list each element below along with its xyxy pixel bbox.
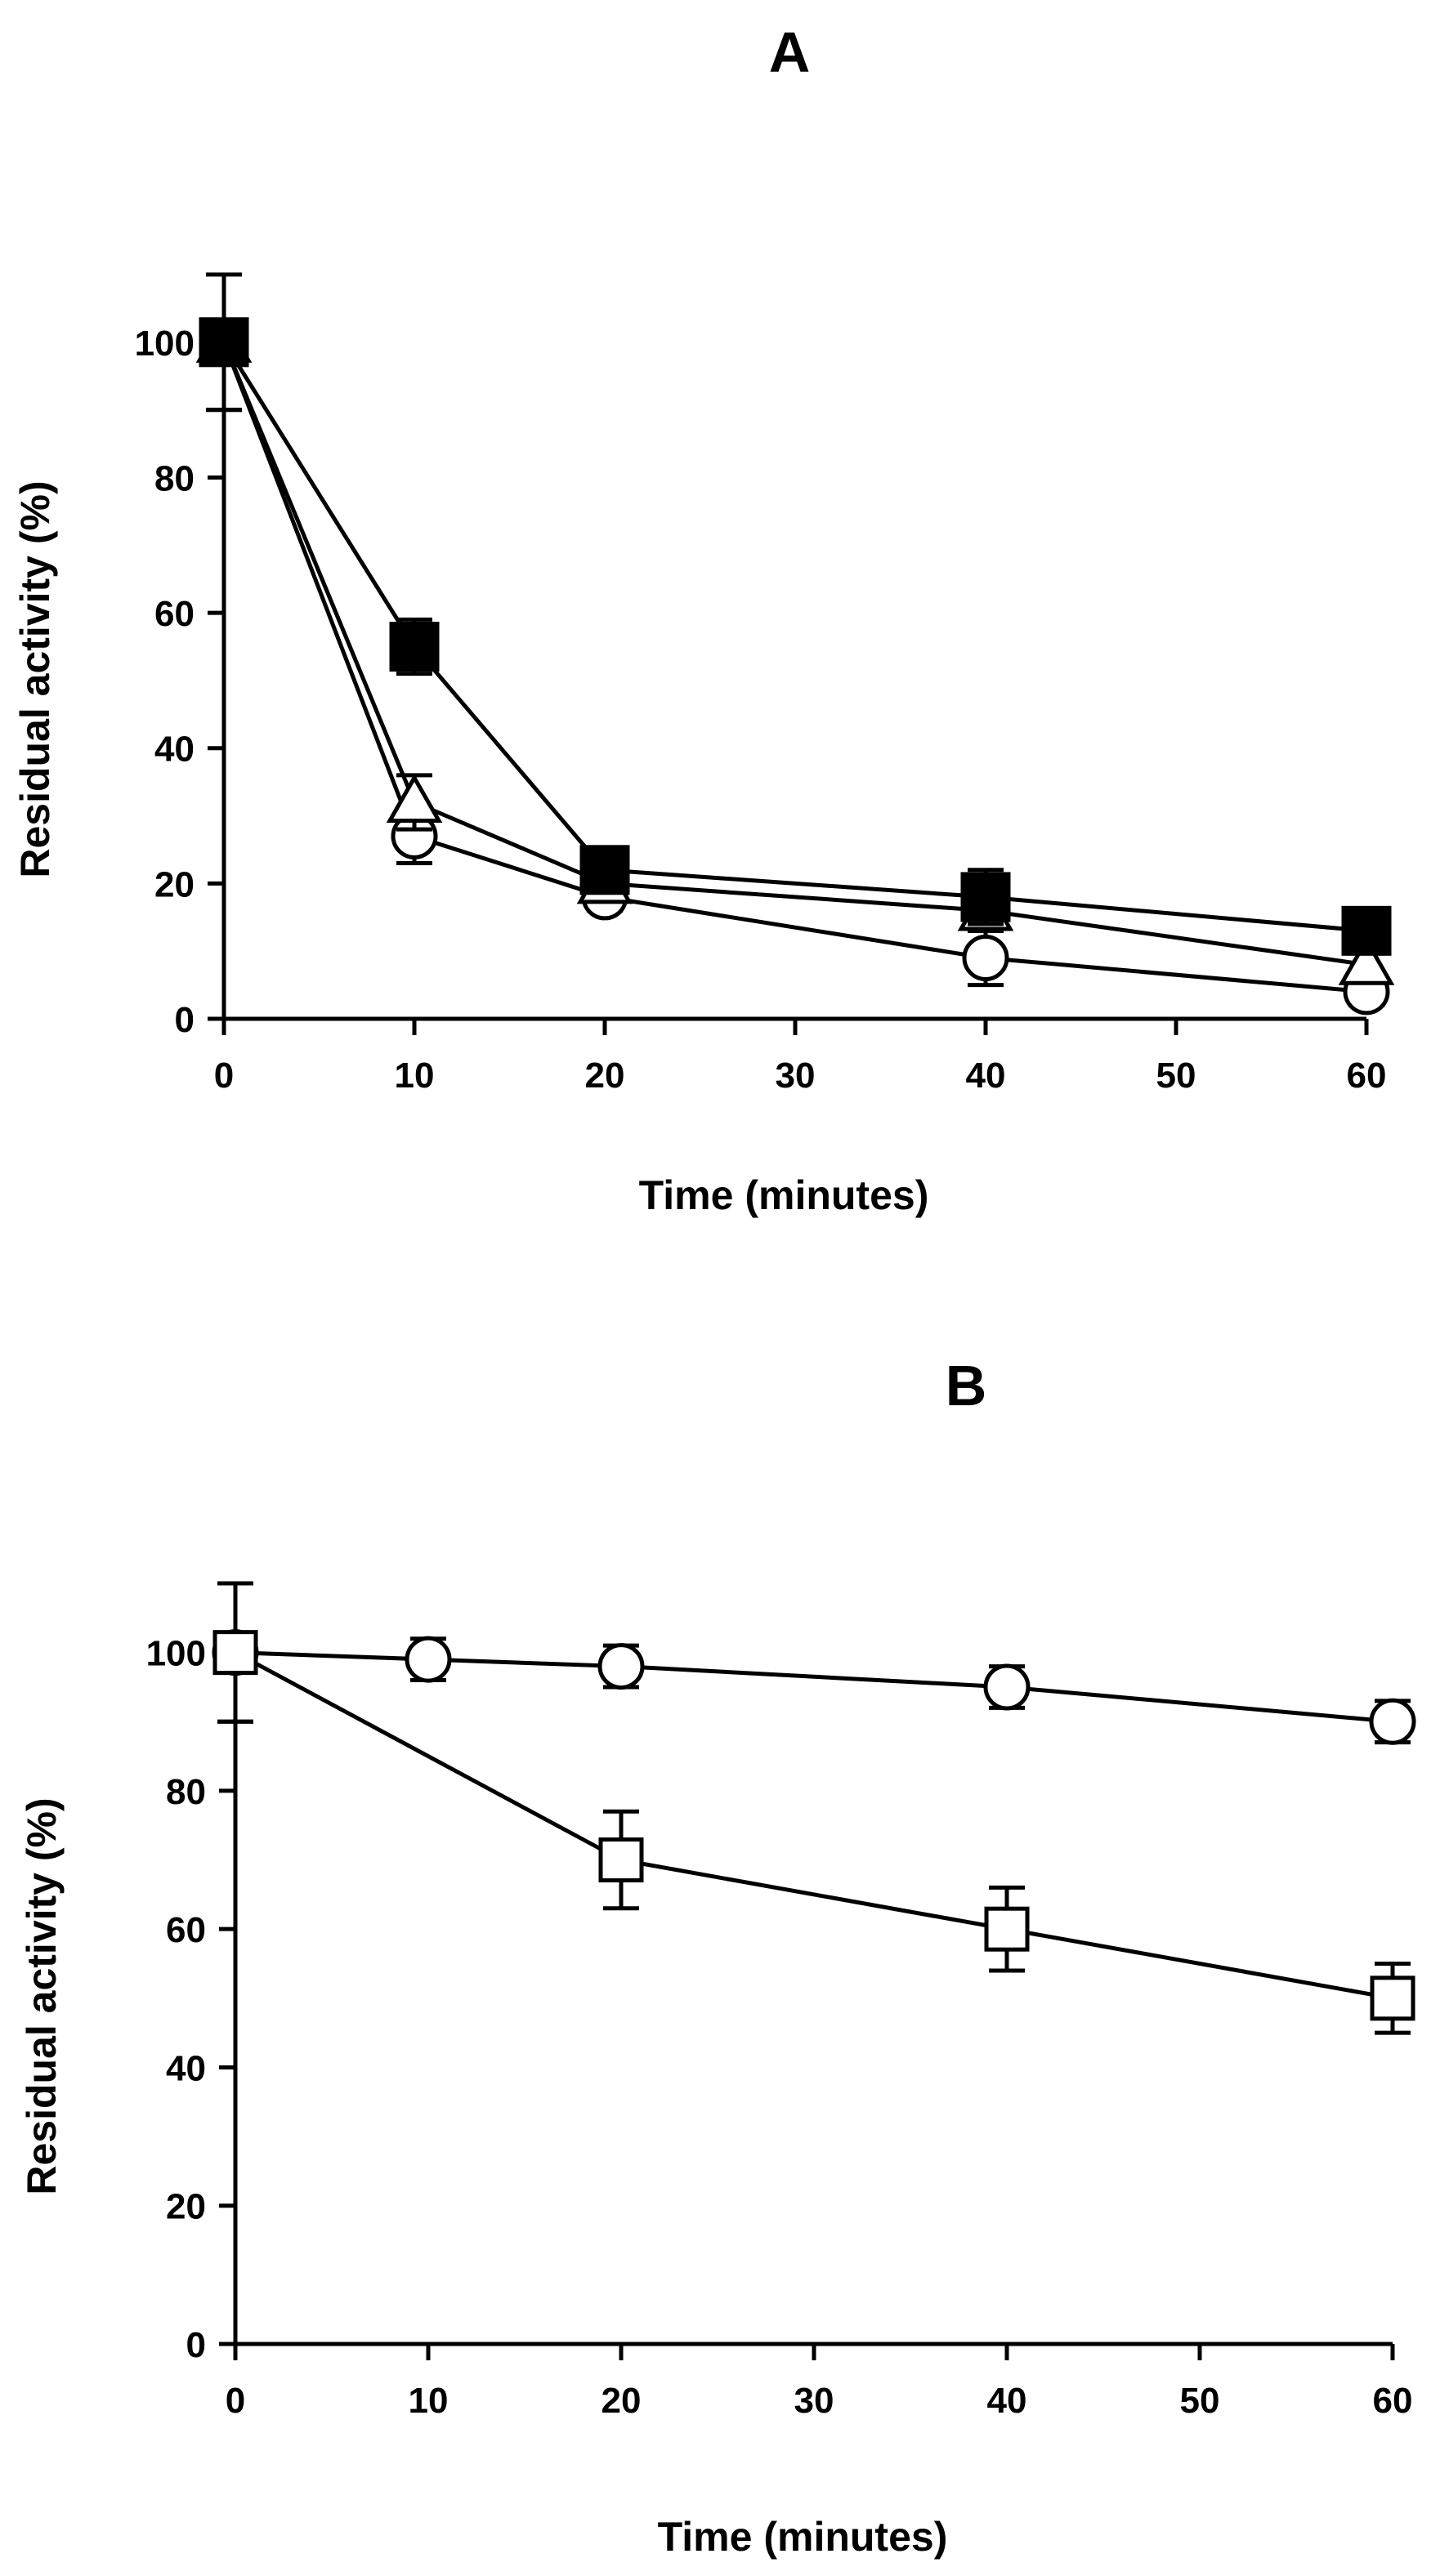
y-tick-label: 100 [135, 324, 195, 364]
y-tick-label: 60 [154, 594, 195, 634]
data-point [1369, 1698, 1416, 1745]
series-open-square [212, 1581, 1415, 2035]
data-point [983, 1663, 1031, 1711]
data-point [984, 1906, 1030, 1952]
x-tick-label: 0 [226, 2381, 245, 2421]
data-point [1370, 1976, 1415, 2021]
series-filled-square [199, 272, 1392, 956]
y-tick-label: 60 [166, 1910, 206, 1950]
panel-title: A [769, 20, 811, 84]
y-tick-label: 40 [154, 730, 195, 770]
x-axis-title: Time (minutes) [639, 1172, 929, 1218]
y-tick-label: 40 [166, 2048, 206, 2088]
y-tick-label: 80 [166, 1772, 206, 1812]
x-tick-label: 10 [409, 2381, 449, 2421]
data-point [597, 1643, 645, 1690]
y-axis-title: Residual activity (%) [12, 480, 58, 877]
x-tick-label: 50 [1156, 1056, 1196, 1096]
y-tick-label: 100 [146, 1634, 206, 1674]
y-tick-label: 20 [154, 864, 195, 904]
series-open-circle [200, 272, 1390, 1016]
data-point [405, 1636, 452, 1683]
data-point [1341, 905, 1392, 956]
series-line [234, 1650, 1393, 2001]
x-tick-label: 40 [966, 1056, 1006, 1096]
chart-panel-b: B 0 10 20 30 40 50 60 0 20 40 60 80 100 Time (minutes)… [19, 1354, 1416, 2560]
x-tick-label: 30 [794, 2381, 834, 2421]
x-tick-label: 0 [214, 1056, 234, 1096]
data-point [199, 317, 249, 368]
chart-panel-a: A 0 10 20 30 40 50 60 0 20 40 60 80 100 Time (minutes)… [12, 20, 1395, 1218]
x-tick-label: 20 [585, 1056, 625, 1096]
data-point [960, 872, 1011, 922]
y-tick-label: 80 [154, 458, 195, 498]
x-tick-label: 50 [1180, 2381, 1220, 2421]
x-tick-label: 10 [395, 1056, 435, 1096]
panel-title: B [946, 1354, 987, 1417]
x-tick-label: 60 [1347, 1056, 1387, 1096]
y-tick-label: 0 [175, 1000, 195, 1040]
data-point [212, 1630, 258, 1676]
data-point [579, 845, 630, 895]
y-tick-label: 0 [186, 2325, 206, 2365]
series-open-circle [212, 1581, 1416, 1745]
data-point [389, 622, 440, 672]
y-tick-label: 20 [166, 2187, 206, 2227]
x-tick-label: 20 [602, 2381, 642, 2421]
series-open-triangle [195, 272, 1395, 985]
data-point [386, 773, 443, 823]
data-point [1338, 935, 1395, 985]
x-tick-label: 30 [776, 1056, 816, 1096]
y-axis-title: Residual activity (%) [19, 1797, 65, 2194]
x-axis-title: Time (minutes) [658, 2514, 948, 2560]
data-point [598, 1837, 644, 1883]
x-tick-label: 40 [987, 2381, 1027, 2421]
x-tick-label: 60 [1373, 2381, 1413, 2421]
data-point [962, 934, 1009, 981]
